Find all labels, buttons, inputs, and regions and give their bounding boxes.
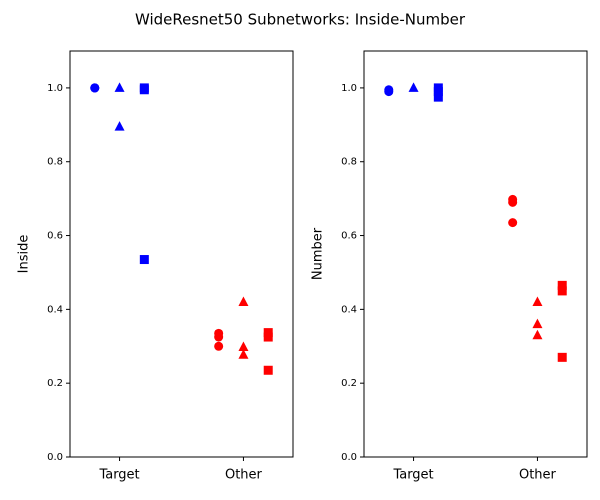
y-tick-label: 0.0 bbox=[341, 452, 357, 463]
plot-frame bbox=[363, 50, 588, 458]
y-tick-label: 1.0 bbox=[47, 83, 63, 94]
point bbox=[384, 87, 394, 97]
y-tick-label: 0.2 bbox=[341, 378, 357, 389]
y-tick-label: 0.8 bbox=[47, 157, 63, 168]
y-tick-label: 0.2 bbox=[47, 378, 63, 389]
y-axis-label: Inside bbox=[17, 235, 32, 274]
plot-frame bbox=[69, 50, 294, 458]
x-tick-label: Other bbox=[225, 468, 263, 483]
point bbox=[263, 332, 273, 342]
point bbox=[508, 197, 518, 207]
point bbox=[557, 352, 567, 362]
point bbox=[532, 296, 543, 306]
y-tick-label: 0.4 bbox=[47, 304, 63, 315]
y-tick-label: 0.8 bbox=[341, 157, 357, 168]
point bbox=[238, 349, 249, 359]
point bbox=[433, 87, 443, 97]
point bbox=[238, 296, 249, 306]
point bbox=[532, 329, 543, 340]
point bbox=[139, 85, 149, 95]
point bbox=[214, 341, 224, 351]
point bbox=[557, 286, 567, 296]
y-tick-label: 0.4 bbox=[341, 304, 357, 315]
y-tick-label: 1.0 bbox=[341, 83, 357, 94]
point bbox=[532, 318, 543, 329]
point bbox=[508, 218, 518, 228]
point bbox=[139, 255, 149, 265]
y-axis-label: Number bbox=[311, 227, 326, 280]
point bbox=[557, 280, 567, 290]
figure-title: WideResnet50 Subnetworks: Inside-Number bbox=[135, 11, 466, 29]
point bbox=[114, 121, 125, 131]
x-tick-label: Target bbox=[98, 468, 139, 483]
point bbox=[408, 82, 419, 92]
point bbox=[263, 365, 273, 375]
x-tick-label: Other bbox=[519, 468, 557, 483]
y-tick-label: 0.0 bbox=[47, 452, 63, 463]
x-tick-label: Target bbox=[392, 468, 433, 483]
point bbox=[90, 83, 100, 93]
point bbox=[214, 332, 224, 342]
y-tick-label: 0.6 bbox=[47, 231, 63, 242]
point bbox=[238, 341, 249, 352]
point bbox=[114, 82, 125, 92]
y-tick-label: 0.6 bbox=[341, 231, 357, 242]
point bbox=[433, 92, 443, 102]
